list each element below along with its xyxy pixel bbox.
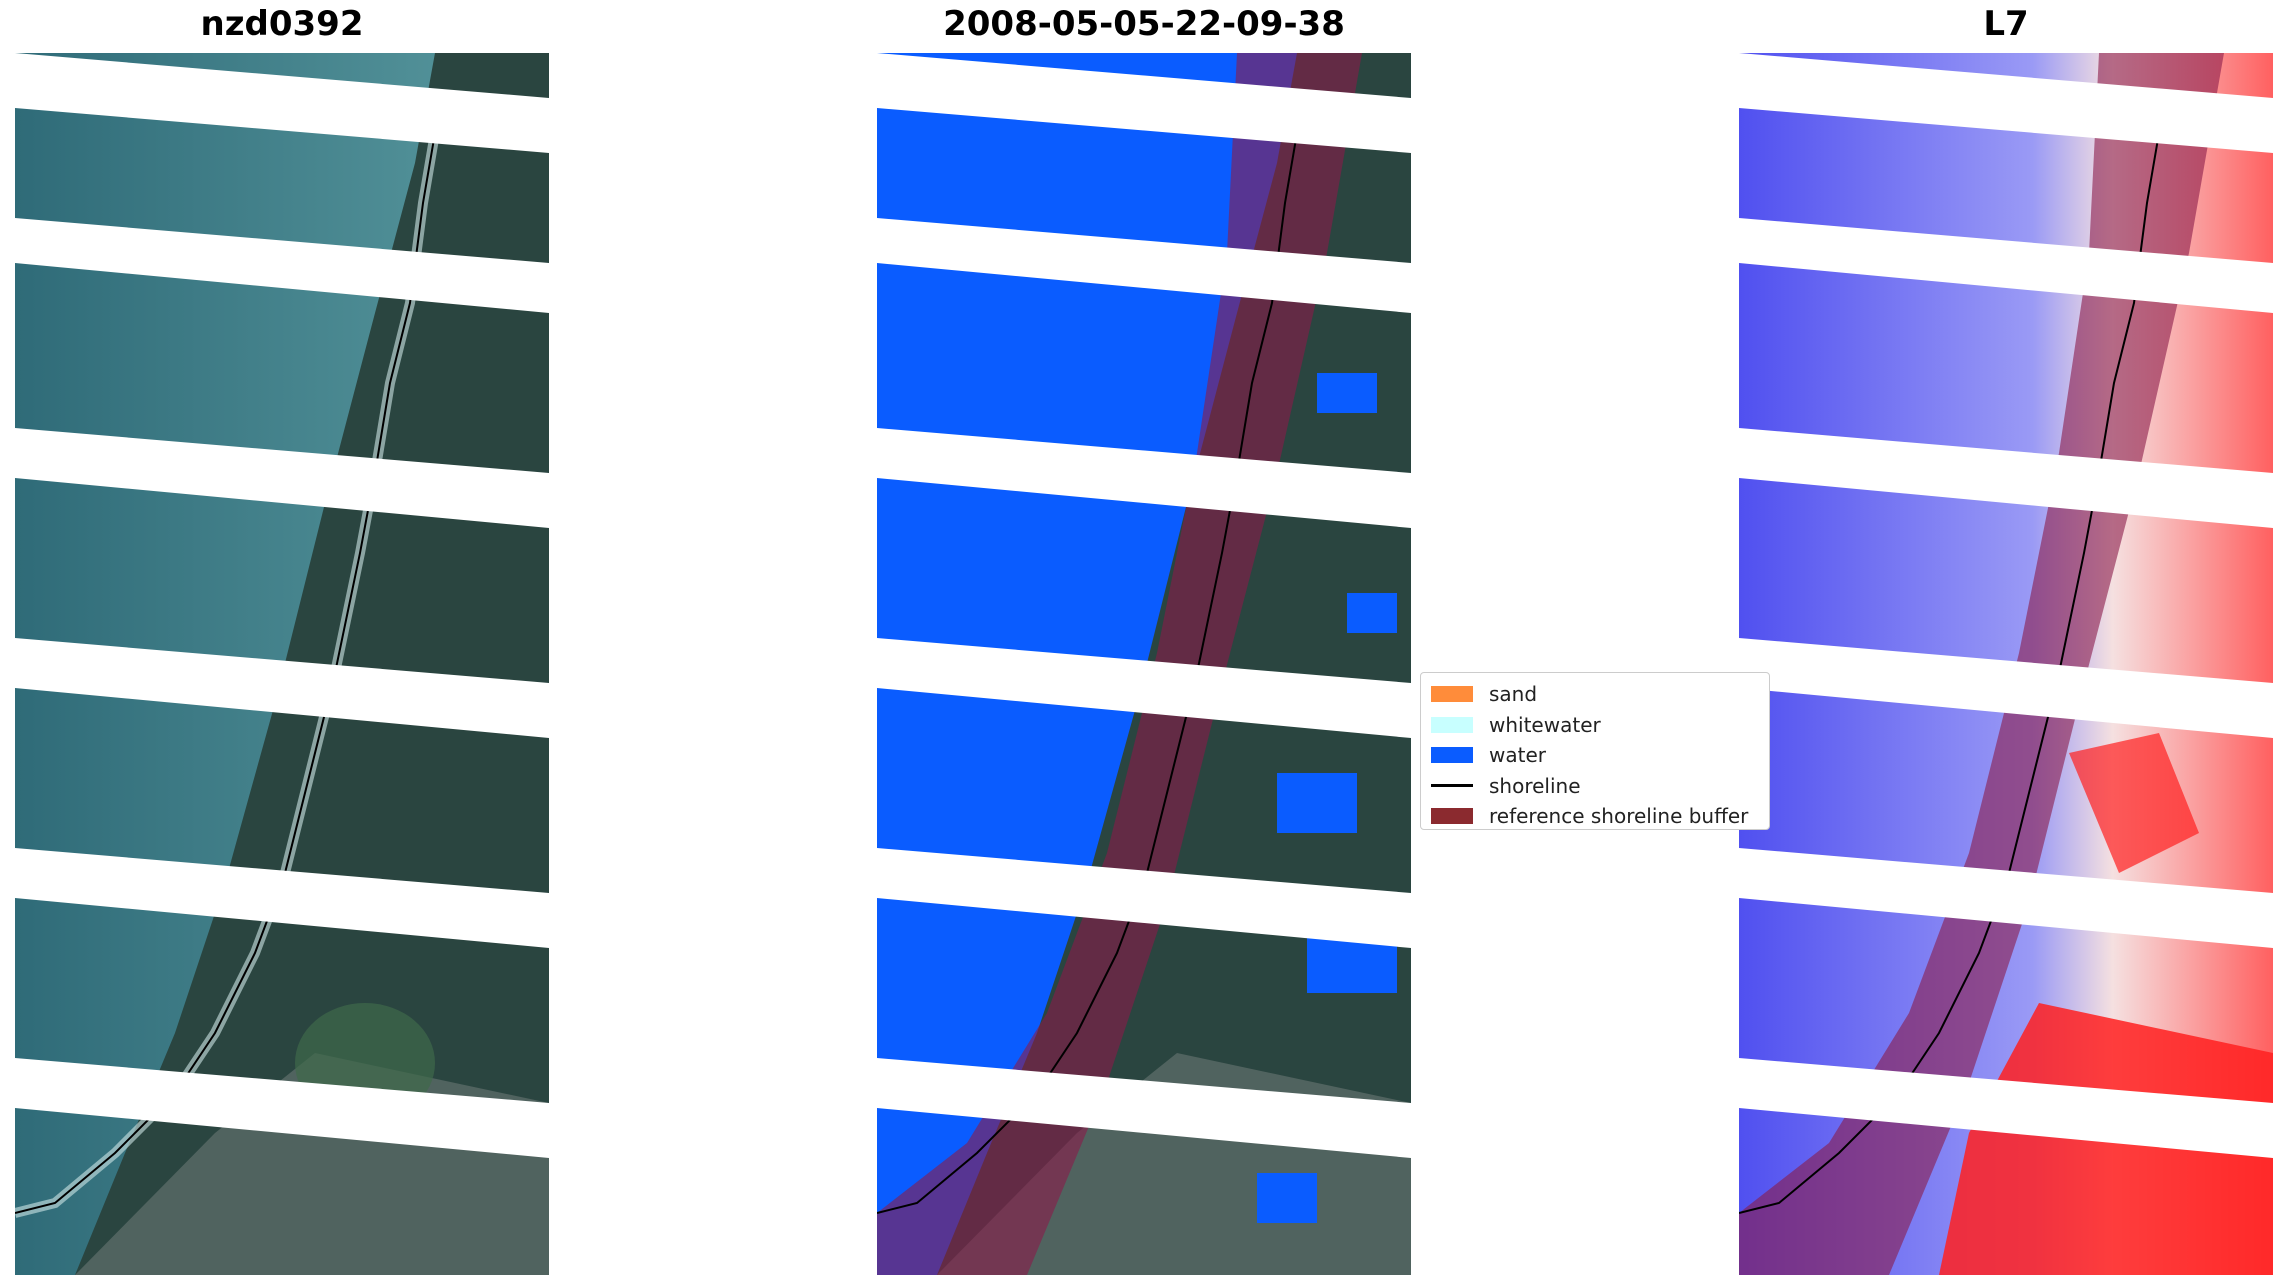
index-image [1739,53,2273,1275]
legend-swatch-whitewater [1431,716,1473,733]
legend-item-water: water [1431,740,1769,771]
legend-swatch-sand [1431,686,1473,703]
legend-swatch-water [1431,747,1473,764]
legend-item-whitewater: whitewater [1431,710,1769,741]
classified-image [877,53,1411,1275]
panel-title-classified: 2008-05-05-22-09-38 [943,4,1345,44]
classified-image-panel [877,53,1411,1275]
legend-label-water: water [1489,743,1546,768]
legend-label-whitewater: whitewater [1489,712,1601,737]
legend-label-sand: sand [1489,682,1538,707]
legend: sand whitewater water shoreline referenc… [1420,672,1770,830]
panel-title-rgb: nzd0392 [200,4,364,44]
legend-item-buffer: reference shoreline buffer [1431,801,1769,832]
panel-title-index: L7 [1983,4,2029,44]
legend-line-shoreline [1431,784,1473,788]
legend-item-shoreline: shoreline [1431,771,1769,802]
rgb-image [15,53,549,1275]
legend-label-buffer: reference shoreline buffer [1489,804,1749,829]
legend-label-shoreline: shoreline [1489,773,1581,798]
legend-item-sand: sand [1431,679,1769,710]
legend-swatch-buffer [1431,808,1473,825]
index-image-panel [1739,53,2273,1275]
rgb-image-panel [15,53,549,1275]
